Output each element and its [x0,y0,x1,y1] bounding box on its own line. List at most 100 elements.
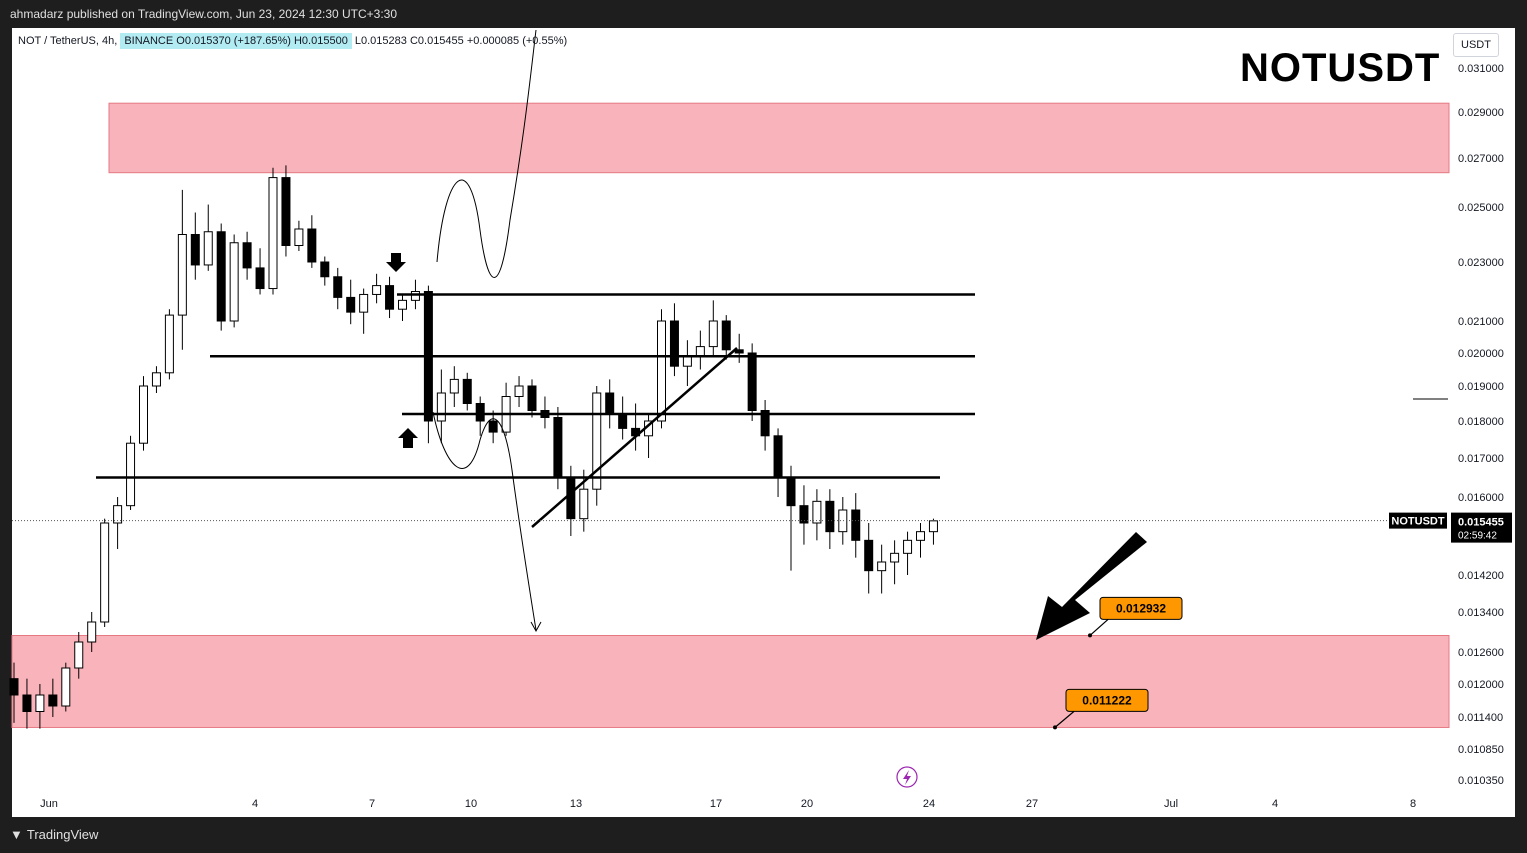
candle [786,465,796,571]
legend-symbol: NOT / TetherUS, 4h, [18,35,118,47]
candle-bear [566,477,576,520]
candle-bear [462,378,472,404]
legend-change: +0.000085 (+0.55%) [466,35,568,47]
candle-bear [9,678,19,696]
candle-bull [695,346,705,357]
y-axis-label: 0.013400 [1458,607,1504,619]
candle-bear [385,285,395,310]
projection-curve [436,29,537,278]
candle [255,248,265,295]
candle [320,256,330,286]
candle [139,376,148,451]
candle [190,212,200,280]
y-axis-label: 0.012000 [1458,679,1504,691]
candle [799,485,809,545]
candle [488,410,498,444]
y-axis-label: 0.018000 [1458,416,1504,428]
x-axis-label: 7 [369,798,375,810]
symbol-label-text: NOTUSDT [1391,516,1444,528]
top-bar: ahmadarz published on TradingView.com, J… [0,0,1527,28]
candle [695,330,705,370]
candle [74,632,84,679]
x-axis-label: 20 [801,798,813,810]
candle-bear [242,242,252,269]
axes-layer: 0.031000 0.029000 0.027000 0.025000 0.023000… [12,63,1512,810]
resistance-zone [108,102,1450,174]
candle-bear [22,694,32,712]
candle-bear [786,477,796,507]
candle-bull [592,392,602,490]
candle-bull [203,231,213,266]
candle-bull [164,314,174,374]
candle [877,544,887,594]
candle-bull [177,234,187,316]
x-axis-label: 4 [252,798,258,810]
candle [216,223,226,331]
candle-bear [825,500,835,533]
lightning-glyph [903,770,911,785]
y-axis-label: 0.020000 [1458,348,1504,360]
callout-box [1065,688,1149,712]
candle-bull [410,291,420,301]
candle-bear [216,231,226,322]
y-axis-label: 0.012600 [1458,647,1504,659]
candle [9,662,19,723]
candle-bull [449,378,459,394]
candle-bull [151,372,161,387]
candle [372,273,382,304]
callout-text: 0.011222 [1082,693,1132,707]
candle [760,400,770,451]
callout-pointer [1089,618,1109,636]
candles-layer [9,165,938,729]
candle-bull [372,285,382,295]
candle-bull [74,641,84,669]
candle [605,379,615,429]
x-axis-label: 8 [1410,798,1416,810]
candle [514,376,524,407]
currency-button[interactable]: USDT [1453,33,1499,57]
candle [721,315,731,360]
candle [618,396,628,440]
y-axis-label: 0.019000 [1458,381,1504,393]
candle [151,366,161,393]
candle-bull [229,242,239,322]
candle [177,189,187,350]
candle [864,523,874,594]
candle-bear [747,352,757,411]
down-arrow-icon [386,253,406,272]
candle-bull [268,177,278,290]
candle [436,369,446,444]
y-axis-label: 0.031000 [1458,63,1504,75]
candle [669,303,679,377]
tradingview-logo-icon: ▼ [10,827,23,842]
candle-bull [294,228,304,246]
candle-bear [669,320,679,367]
zones-layer [11,102,1450,728]
candle-bull [398,299,407,310]
candle [708,300,718,357]
candle [773,428,783,497]
candle [333,267,343,310]
x-axis-label: 10 [465,798,477,810]
y-axis-label: 0.023000 [1458,257,1504,269]
candle [423,285,433,444]
candle [385,276,395,319]
candle-bear [333,276,343,298]
candle [579,469,589,532]
x-axis-label: Jul [1164,798,1178,810]
trendline [531,347,738,528]
candle [657,309,666,429]
support-zone [11,635,1450,728]
candle-bull [928,520,938,533]
price-label-value: 0.015455 [1458,517,1504,529]
candle-bear [760,410,770,437]
candle-bull [436,392,446,422]
candle [294,220,304,251]
chart-title-annotation: NOTUSDT [1240,46,1441,90]
x-axis-label: 27 [1026,798,1038,810]
price-label-box [1451,512,1512,543]
candle-bull [579,488,589,520]
tradingview-logo[interactable]: ▼ TradingView [10,827,99,842]
callout-box [1099,596,1183,620]
